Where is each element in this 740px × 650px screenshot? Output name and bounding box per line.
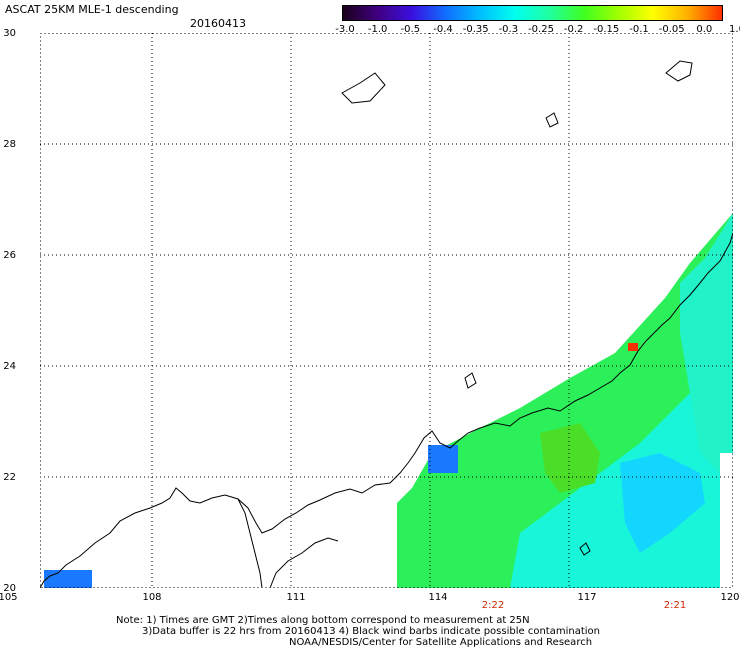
colorbar-tick-label: -0.25	[528, 24, 554, 35]
lake-blob	[579, 542, 591, 556]
lat-label-26: 26	[3, 250, 16, 261]
colorbar-labels: -3.0 -1.0 -0.5 -0.4 -0.35 -0.3 -0.25 -0.2 -0.15-…	[330, 24, 740, 36]
east-china-sea-islands	[341, 72, 386, 104]
time-label-west: 2:22	[481, 600, 505, 611]
colorbar-tick-label: -0.2	[563, 24, 584, 35]
lon-label-105: 105	[0, 592, 18, 603]
mainland-coast	[40, 232, 733, 588]
product-date: 20160413	[190, 17, 246, 30]
lon-label-120: 120	[720, 592, 740, 603]
product-title: ASCAT 25KM MLE-1 descending	[5, 3, 179, 16]
lon-label-114: 114	[428, 592, 448, 603]
footnote-line-3: NOAA/NESDIS/Center for Satellite Applica…	[289, 637, 593, 648]
lat-label-28: 28	[3, 139, 16, 150]
lat-label-24: 24	[3, 361, 16, 372]
colorbar-tick-label: -0.05	[658, 24, 685, 35]
taiwan-strait-island	[665, 60, 693, 82]
hainan-north-coast	[269, 537, 339, 588]
islet-east-1	[545, 112, 559, 128]
colorbar-tick-label: -0.35	[462, 24, 489, 35]
lon-label-117: 117	[577, 592, 597, 603]
footnotes: Note: 1) Times are GMT 2)Times along bot…	[116, 615, 600, 648]
lon-label-108: 108	[142, 592, 162, 603]
lat-label-30: 30	[3, 28, 16, 39]
lon-label-111: 111	[286, 592, 306, 603]
dongshan-island	[464, 372, 477, 389]
lat-label-22: 22	[3, 472, 16, 483]
leizhou-peninsula	[237, 498, 263, 588]
colorbar-tick-label: -1.0	[367, 24, 388, 35]
swath-north-strip	[680, 213, 733, 473]
swath-center-green	[540, 423, 600, 493]
swath-coast-alert	[628, 343, 638, 351]
colorbar-tick-label: 0.0	[696, 24, 713, 35]
colorbar-tick-label: 1.0	[729, 24, 740, 35]
colorbar-tick-label: -0.1	[629, 24, 649, 35]
coastline	[40, 60, 733, 588]
colorbar-tick-label: -0.4	[433, 24, 453, 35]
footnote-line-1: Note: 1) Times are GMT 2)Times along bot…	[116, 615, 530, 626]
colorbar-tick-label: -3.0	[335, 24, 355, 35]
lat-label-20: 20	[3, 583, 16, 594]
wind-map	[40, 33, 733, 588]
swath-southwest-low	[44, 570, 92, 588]
swath-cyan-patch	[620, 453, 705, 553]
scatterometer-swath	[44, 213, 733, 588]
colorbar	[342, 5, 723, 21]
swath-pearl-river-low	[428, 445, 458, 473]
colorbar-tick-label: -0.5	[400, 24, 421, 35]
time-label-east: 2:21	[663, 600, 687, 611]
graticule	[40, 33, 733, 588]
swath-east-trim	[720, 453, 733, 588]
footnote-line-2: 3)Data buffer is 22 hrs from 20160413 4)…	[142, 626, 600, 637]
map-border	[40, 33, 733, 588]
colorbar-tick-label: -0.15	[593, 24, 620, 35]
colorbar-tick-label: -0.3	[498, 24, 519, 35]
